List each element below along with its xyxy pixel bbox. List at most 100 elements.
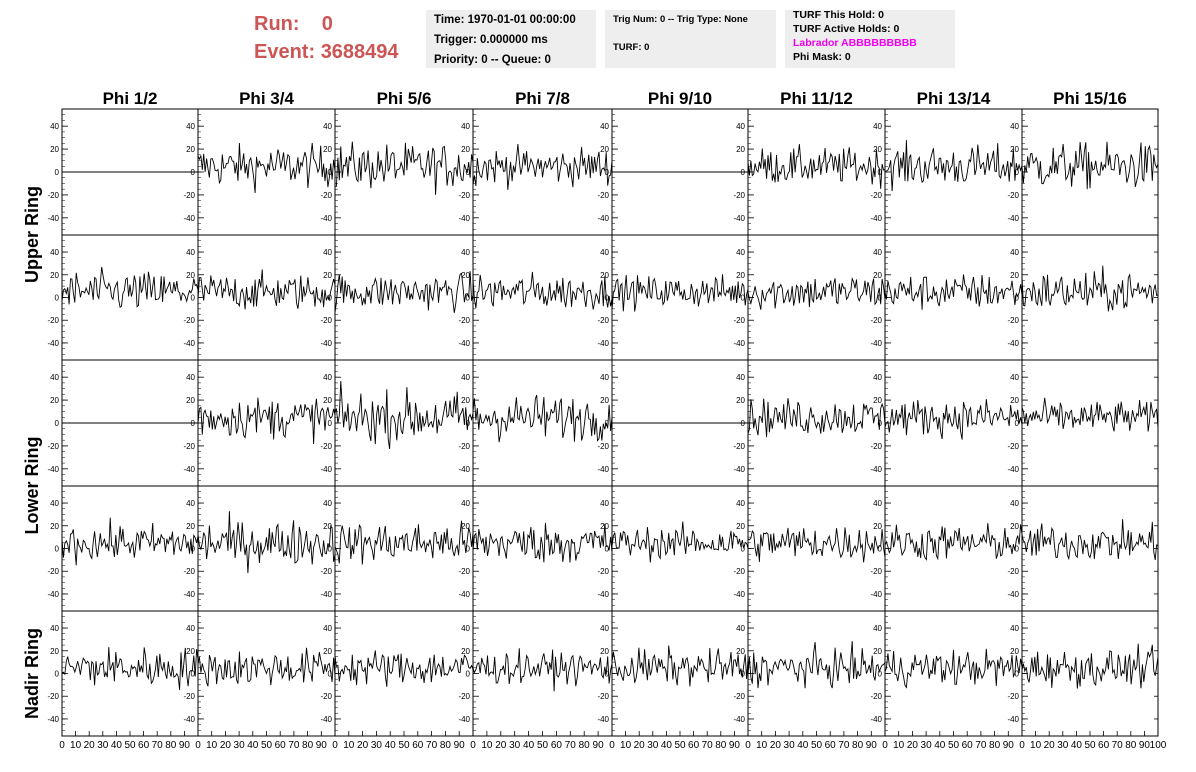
y-tick-label: 20 [323, 522, 332, 531]
y-tick-label: -40 [870, 339, 882, 348]
waveform-frame [884, 234, 1023, 361]
y-tick-label: 0 [55, 670, 60, 679]
x-tick-label: 90 [1139, 740, 1151, 751]
y-tick-label: 20 [600, 145, 609, 154]
x-tick-label: 50 [811, 740, 823, 751]
x-tick-label: 30 [1057, 740, 1069, 751]
y-tick-label: 0 [328, 419, 333, 428]
y-tick-label: -40 [733, 214, 745, 223]
y-tick-label: 0 [466, 545, 471, 554]
waveform-frame [747, 108, 886, 236]
x-tick-label: 40 [661, 740, 673, 751]
waveform-trace [747, 144, 886, 189]
x-tick-label: 10 [893, 740, 905, 751]
y-tick-label: -40 [458, 214, 470, 223]
y-tick-label: 20 [873, 145, 882, 154]
x-tick-label: 60 [962, 740, 974, 751]
turf-active-holds-text: TURF Active Holds: 0 [793, 23, 900, 35]
y-tick-label: 20 [186, 271, 195, 280]
x-tick-label: 40 [797, 740, 809, 751]
y-tick-label: -40 [597, 715, 609, 724]
y-tick-label: 0 [741, 670, 746, 679]
y-tick-label: -40 [597, 339, 609, 348]
y-tick-label: -40 [320, 465, 332, 474]
y-tick-label: 0 [1015, 545, 1020, 554]
x-tick-label: 40 [111, 740, 123, 751]
y-tick-label: 40 [1010, 122, 1019, 131]
y-tick-label: -20 [870, 692, 882, 701]
y-tick-label: 0 [191, 294, 196, 303]
waveform-trace [472, 648, 613, 692]
y-tick-label: 0 [878, 294, 883, 303]
y-tick-label: 40 [1010, 373, 1019, 382]
x-tick-label: 0 [195, 740, 201, 751]
waveform-trace [197, 142, 336, 194]
y-tick-label: -20 [458, 316, 470, 325]
y-tick-label: -20 [870, 191, 882, 200]
y-tick-label: 40 [461, 248, 470, 257]
waveform-trace [1021, 397, 1159, 432]
waveform-frame [747, 610, 886, 737]
waveform-frame [1021, 108, 1159, 236]
waveform-frame [1021, 485, 1159, 612]
y-tick-label: -20 [320, 316, 332, 325]
column-label: Phi 7/8 [515, 89, 570, 108]
x-tick-label: 40 [247, 740, 259, 751]
y-tick-label: 40 [736, 499, 745, 508]
x-tick-label: 80 [989, 740, 1001, 751]
y-tick-label: -40 [47, 465, 59, 474]
x-tick-label: 20 [1044, 740, 1056, 751]
waveform-trace [334, 380, 474, 449]
event-value: 3688494 [320, 41, 399, 63]
y-tick-label: 40 [873, 499, 882, 508]
waveform-trace [1021, 141, 1159, 190]
y-tick-label: 40 [461, 122, 470, 131]
y-tick-label: 20 [323, 271, 332, 280]
x-tick-label: 60 [138, 740, 150, 751]
x-tick-label: 40 [385, 740, 397, 751]
x-tick-label: 50 [261, 740, 273, 751]
y-tick-label: -20 [458, 191, 470, 200]
y-tick-label: -40 [458, 465, 470, 474]
waveform-frame [884, 485, 1023, 612]
waveform-frame [611, 610, 749, 737]
y-tick-label: 40 [873, 624, 882, 633]
x-tick-label: 60 [551, 740, 563, 751]
y-tick-label: 20 [1010, 271, 1019, 280]
row-label: Nadir Ring [22, 628, 42, 719]
y-tick-label: -20 [597, 191, 609, 200]
labrador-text: Labrador ABBBBBBBBB [793, 37, 917, 49]
y-tick-label: 20 [1010, 522, 1019, 531]
y-tick-label: 20 [736, 396, 745, 405]
y-tick-label: 0 [191, 545, 196, 554]
x-tick-label: 80 [302, 740, 314, 751]
y-tick-label: -20 [597, 442, 609, 451]
y-tick-label: 40 [736, 122, 745, 131]
y-tick-label: 0 [605, 545, 610, 554]
y-tick-label: 0 [328, 168, 333, 177]
x-tick-label: 30 [921, 740, 933, 751]
y-tick-label: -40 [597, 214, 609, 223]
x-tick-label: 30 [647, 740, 659, 751]
turf-text: TURF: 0 [613, 42, 650, 53]
waveform-trace [884, 274, 1023, 310]
y-tick-label: -20 [183, 191, 195, 200]
x-tick-label: 70 [1112, 740, 1124, 751]
y-tick-label: 0 [878, 670, 883, 679]
y-tick-label: 40 [600, 248, 609, 257]
y-tick-label: 40 [873, 373, 882, 382]
x-tick-label: 10 [343, 740, 355, 751]
y-tick-label: 20 [600, 271, 609, 280]
y-tick-label: 0 [1015, 670, 1020, 679]
waveform-trace [1021, 519, 1159, 561]
x-tick-label: 30 [234, 740, 246, 751]
waveform-frame [611, 485, 749, 612]
y-tick-label: 40 [600, 499, 609, 508]
y-tick-label: 20 [323, 145, 332, 154]
y-tick-label: 20 [50, 396, 59, 405]
x-tick-label: 20 [84, 740, 96, 751]
y-tick-label: 20 [736, 145, 745, 154]
y-tick-label: 0 [466, 670, 471, 679]
y-tick-label: 20 [323, 647, 332, 656]
